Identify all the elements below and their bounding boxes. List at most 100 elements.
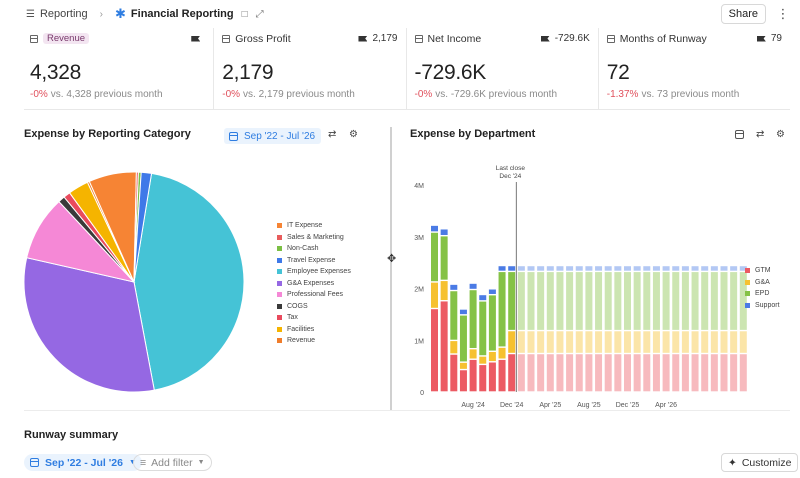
bar-segment-g-a — [701, 331, 709, 353]
legend-item[interactable]: COGS — [277, 301, 351, 313]
kpi-compare: vs. 73 previous month — [641, 89, 740, 100]
flag-icon — [358, 35, 368, 42]
legend-item[interactable]: Travel Expense — [277, 255, 351, 267]
legend-item[interactable]: Sales & Marketing — [277, 232, 351, 244]
legend-item[interactable]: Support — [745, 300, 780, 312]
bar-segment-gtm — [652, 354, 660, 392]
bar-segment-g-a — [527, 331, 535, 353]
legend-swatch — [277, 326, 282, 332]
kpi-delta: -0% — [414, 89, 433, 100]
bar-segment-gtm — [681, 354, 689, 392]
share-button[interactable]: Share — [720, 4, 766, 24]
legend-swatch — [745, 291, 750, 297]
x-tick-label: Dec '25 — [616, 402, 640, 409]
settings-sliders-icon[interactable]: ⚙ — [349, 129, 358, 140]
legend-item[interactable]: G&A Expenses — [277, 278, 351, 290]
expand-icon[interactable]: ⤢ — [255, 8, 264, 20]
kpi-name: Net Income — [427, 32, 482, 45]
kpi-row: Revenue 4,328 -0% vs. 4,328 previous mont… — [24, 28, 790, 110]
bar-segment-g-a — [440, 281, 448, 301]
flag-icon — [191, 35, 201, 42]
legend-label: Non-Cash — [287, 245, 319, 252]
legend-swatch — [277, 234, 282, 240]
page-title: Financial Reporting — [130, 8, 234, 20]
legend-item[interactable]: EPD — [745, 288, 780, 300]
legend-item[interactable]: Non-Cash — [277, 243, 351, 255]
legend-item[interactable]: Tax — [277, 312, 351, 324]
swap-icon[interactable]: ⇄ — [756, 129, 765, 140]
legend-item[interactable]: Revenue — [277, 335, 351, 347]
bar-segment-g-a — [643, 331, 651, 353]
legend-swatch — [745, 268, 750, 274]
bar-segment-g-a — [691, 331, 699, 353]
kpi-value: -729.6K — [414, 61, 487, 84]
legend-swatch — [277, 315, 282, 321]
legend-swatch — [745, 302, 750, 308]
bar-segment-support — [440, 229, 448, 235]
legend-label: EPD — [755, 290, 770, 297]
bar-segment-gtm — [566, 354, 574, 392]
add-filter-button[interactable]: ≡ Add filter ▼ — [133, 454, 212, 471]
bar-segment-support — [527, 266, 535, 271]
bar-segment-epd — [633, 272, 641, 330]
bar-segment-support — [681, 266, 689, 271]
breadcrumb-root[interactable]: Reporting — [39, 8, 88, 20]
x-tick-label: Apr '26 — [655, 402, 677, 409]
asterisk-icon: ✱ — [115, 6, 126, 21]
kpi-card-months-of-runway[interactable]: Months of Runway 79 72 -1.37% vs. 73 prev… — [599, 28, 790, 109]
panel-divider[interactable] — [390, 127, 392, 411]
settings-sliders-icon[interactable]: ⚙ — [776, 129, 785, 140]
pie-slice-employee-expenses — [133, 172, 245, 391]
bar-segment-epd — [575, 272, 583, 330]
bar-segment-gtm — [459, 370, 467, 392]
legend-swatch — [745, 279, 750, 285]
bar-segment-epd — [517, 272, 525, 330]
runway-date-chip[interactable]: Sep '22 - Jul '26 ▼ — [24, 454, 142, 471]
bar-segment-gtm — [450, 354, 458, 392]
legend-item[interactable]: Professional Fees — [277, 289, 351, 301]
bar-segment-epd — [730, 272, 738, 330]
bar-segment-gtm — [585, 354, 593, 392]
bar-segment-epd — [585, 272, 593, 330]
swap-icon[interactable]: ⇄ — [328, 129, 337, 140]
flag-icon — [756, 35, 766, 42]
bar-segment-support — [643, 266, 651, 271]
kpi-card-net-income[interactable]: Net Income -729.6K -729.6K -0% vs. -729.6… — [407, 28, 599, 109]
customize-button[interactable]: ✦ Customize — [721, 453, 799, 472]
legend-item[interactable]: Facilities — [277, 324, 351, 336]
metric-icon — [30, 34, 38, 43]
bar-segment-support — [469, 283, 477, 289]
left-panel-title: Expense by Reporting Category — [24, 128, 191, 140]
kpi-card-gross-profit[interactable]: Gross Profit 2,179 2,179 -0% vs. 2,179 pr… — [214, 28, 407, 109]
legend-item[interactable]: IT Expense — [277, 220, 351, 232]
bar-segment-epd — [469, 290, 477, 348]
more-options-icon[interactable]: ⋮ — [776, 6, 790, 21]
document-icon[interactable]: □ — [241, 8, 248, 20]
kpi-flag-value: 79 — [770, 33, 782, 44]
resize-handle-icon[interactable]: ✥ — [387, 253, 397, 265]
x-tick-label: Dec '24 — [500, 402, 524, 409]
bar-segment-g-a — [604, 331, 612, 353]
legend-item[interactable]: Employee Expenses — [277, 266, 351, 278]
bar-segment-support — [517, 266, 525, 271]
bar-segment-epd — [431, 232, 438, 282]
date-range-label: Sep '22 - Jul '26 — [244, 130, 316, 142]
bar-segment-g-a — [614, 331, 622, 353]
kpi-card-revenue[interactable]: Revenue 4,328 -0% vs. 4,328 previous mont… — [24, 28, 215, 109]
date-range-chip[interactable]: Sep '22 - Jul '26 — [224, 128, 322, 144]
bar-segment-epd — [691, 272, 699, 330]
bar-segment-g-a — [710, 331, 718, 353]
bar-segment-epd — [720, 272, 728, 330]
section-divider — [24, 410, 790, 411]
bar-segment-gtm — [672, 354, 680, 392]
bar-segment-gtm — [575, 354, 583, 392]
calendar-icon[interactable] — [735, 130, 744, 142]
bar-segment-g-a — [508, 331, 516, 353]
legend-label: Facilities — [287, 325, 315, 333]
bar-segment-epd — [710, 272, 718, 330]
bar-segment-gtm — [595, 354, 603, 392]
bar-segment-support — [498, 266, 506, 271]
legend-item[interactable]: G&A — [745, 277, 780, 289]
legend-item[interactable]: GTM — [745, 265, 780, 277]
